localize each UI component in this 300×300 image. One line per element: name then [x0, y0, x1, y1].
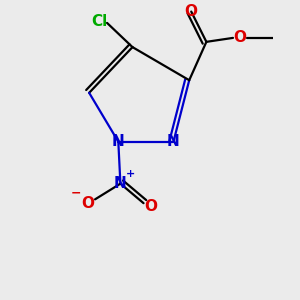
Text: −: − [71, 186, 82, 200]
Text: +: + [126, 169, 135, 179]
Text: O: O [185, 4, 198, 19]
Text: Cl: Cl [91, 14, 108, 29]
Text: N: N [114, 176, 127, 191]
Text: N: N [167, 134, 180, 149]
Text: O: O [233, 30, 247, 45]
Text: O: O [144, 199, 157, 214]
Text: O: O [82, 196, 94, 211]
Text: N: N [112, 134, 125, 149]
